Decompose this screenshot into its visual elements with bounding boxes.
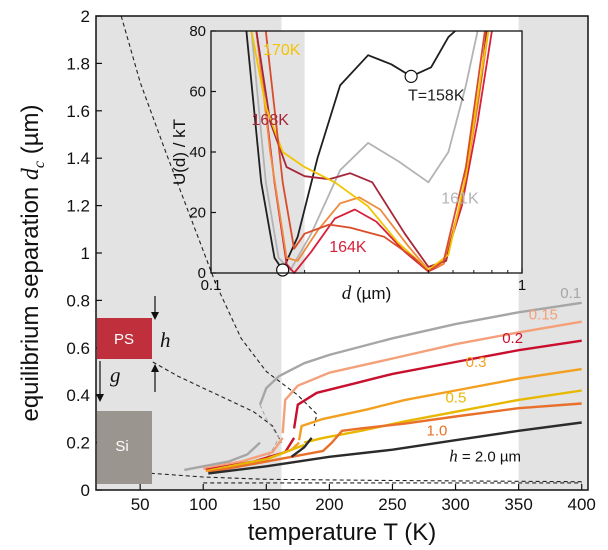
h-series-label: h = 2.0 µm <box>449 447 521 466</box>
y-tick-label: 1.6 <box>66 102 90 121</box>
h-symbol: h <box>160 328 171 352</box>
series-label: 0.3 <box>466 354 487 371</box>
series-line-2 <box>292 339 582 429</box>
series-labels: 0.10.15 0.2 0.3 0.5 1.0 <box>427 285 582 439</box>
dashed-curve-1 <box>152 361 282 443</box>
series-label: 0.1 <box>560 285 581 302</box>
g-symbol: g <box>110 363 121 387</box>
inset-series-label: 164K <box>329 239 367 256</box>
inset-x-tick-label: 1 <box>518 277 526 294</box>
inset-x-tick-label: 0.1 <box>201 277 222 294</box>
dashed-curve-0 <box>120 15 318 427</box>
inset-series-lines <box>245 30 493 274</box>
inset-series-label: 161K <box>441 190 479 207</box>
inset-y-tick-label: 40 <box>189 144 206 161</box>
x-ticks: 50 100 150 200 250 300 350 400 <box>131 484 596 514</box>
schematic: PS Si g h <box>96 296 171 484</box>
inset-series-line-1 <box>250 30 479 271</box>
series-line-5 <box>208 402 582 474</box>
inset-series-labels: 170K 168K T=158K 161K 164K <box>252 42 479 256</box>
y-tick-label: 0.4 <box>66 386 90 405</box>
series-lines <box>184 301 582 475</box>
x-tick-label: 400 <box>568 495 596 514</box>
inset-y-tick-label: 0 <box>198 265 206 282</box>
series-line-3 <box>297 367 582 441</box>
x-tick-label: 50 <box>131 495 150 514</box>
y-tick-label: 0.2 <box>66 434 90 453</box>
y-tick-label: 0.6 <box>66 339 90 358</box>
gravity-arrow-head <box>96 394 104 402</box>
ps-block <box>97 318 152 359</box>
inset-marker-0 <box>276 263 290 277</box>
y-tick-label: 0.8 <box>66 291 90 310</box>
series-lower-branch-6 <box>290 437 313 458</box>
inset-marker-1 <box>404 69 418 83</box>
inset-series-line-2 <box>255 30 493 274</box>
series-lower-branch-4 <box>208 443 305 473</box>
series-label: 1.0 <box>427 422 448 439</box>
y-axis-title: equilibrium separation dc (µm) <box>17 104 48 421</box>
si-block <box>97 411 152 484</box>
inset-y-tick-label: 80 <box>189 23 206 40</box>
series-line-6 <box>208 421 582 475</box>
inset-series-line-5 <box>250 30 490 271</box>
inset-y-ticks: 0 20 40 60 80 <box>189 23 216 282</box>
x-tick-label: 300 <box>441 495 469 514</box>
si-label: Si <box>115 438 128 455</box>
inset-series-label: 168K <box>252 112 290 129</box>
series-line-0 <box>258 301 582 406</box>
x-tick-label: 200 <box>315 495 343 514</box>
y-tick-label: 2 <box>81 7 90 26</box>
h-arrow-bottom-head <box>151 364 159 372</box>
y-tick-label: 1 <box>81 244 90 263</box>
inset-x-axis-title: d (µm) <box>342 283 392 304</box>
inset-series-label: 170K <box>263 42 301 59</box>
shaded-region-1 <box>518 16 588 490</box>
y-tick-label: 1.8 <box>66 54 90 73</box>
series-label: 0.5 <box>445 389 466 406</box>
inset-series-line-6 <box>264 30 486 273</box>
x-tick-label: 350 <box>504 495 532 514</box>
y-tick-label: 1.4 <box>66 149 90 168</box>
y-tick-label: 1.2 <box>66 197 90 216</box>
h-arrow-top-head <box>151 312 159 320</box>
x-tick-label: 150 <box>252 495 280 514</box>
inset-series-line-0 <box>245 30 456 271</box>
inset-x-ticks: 0.1 1 <box>201 268 526 294</box>
inset-series-label: T=158K <box>408 88 465 105</box>
series-label: 0.2 <box>502 330 523 347</box>
x-tick-label: 100 <box>189 495 217 514</box>
series-lower-branch-0 <box>184 441 261 472</box>
inset-y-axis-title: U(d) / kT <box>170 119 189 185</box>
x-axis-title: temperature T (K) <box>248 519 437 546</box>
y-tick-label: 0 <box>81 481 90 500</box>
series-lower-branch-1 <box>202 437 284 470</box>
inset-y-tick-label: 20 <box>189 205 206 222</box>
y-ticks: 0 0.2 0.4 0.6 0.8 1 1.2 1.4 1.6 1.8 2 <box>66 7 102 500</box>
x-tick-label: 250 <box>378 495 406 514</box>
ps-label: PS <box>114 331 134 348</box>
series-line-1 <box>281 320 582 434</box>
inset-y-tick-label: 60 <box>189 84 206 101</box>
series-line-4 <box>303 389 582 444</box>
series-label: 0.15 <box>529 306 558 323</box>
